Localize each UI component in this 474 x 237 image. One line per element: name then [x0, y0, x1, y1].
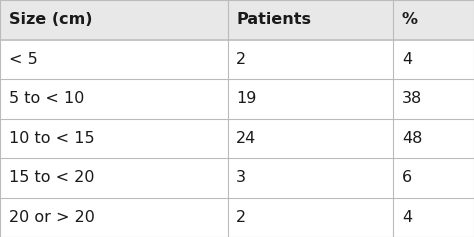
Text: 3: 3: [236, 170, 246, 185]
Text: Patients: Patients: [236, 12, 311, 27]
Bar: [0, 158, 474, 197]
Text: 5 to < 10: 5 to < 10: [9, 91, 84, 106]
Text: 15 to < 20: 15 to < 20: [9, 170, 94, 185]
Text: 20 or > 20: 20 or > 20: [9, 210, 94, 225]
Bar: [0, 197, 474, 237]
Bar: [0, 0, 474, 40]
Text: 38: 38: [402, 91, 422, 106]
Text: 4: 4: [402, 52, 412, 67]
Text: %: %: [402, 12, 418, 27]
Bar: [0, 40, 474, 79]
Text: 10 to < 15: 10 to < 15: [9, 131, 94, 146]
Text: 24: 24: [236, 131, 256, 146]
Text: < 5: < 5: [9, 52, 37, 67]
Text: 48: 48: [402, 131, 422, 146]
Text: Size (cm): Size (cm): [9, 12, 92, 27]
Text: 6: 6: [402, 170, 412, 185]
Text: 19: 19: [236, 91, 256, 106]
Text: 2: 2: [236, 210, 246, 225]
Text: 2: 2: [236, 52, 246, 67]
Bar: [0, 79, 474, 118]
Bar: [0, 118, 474, 158]
Text: 4: 4: [402, 210, 412, 225]
